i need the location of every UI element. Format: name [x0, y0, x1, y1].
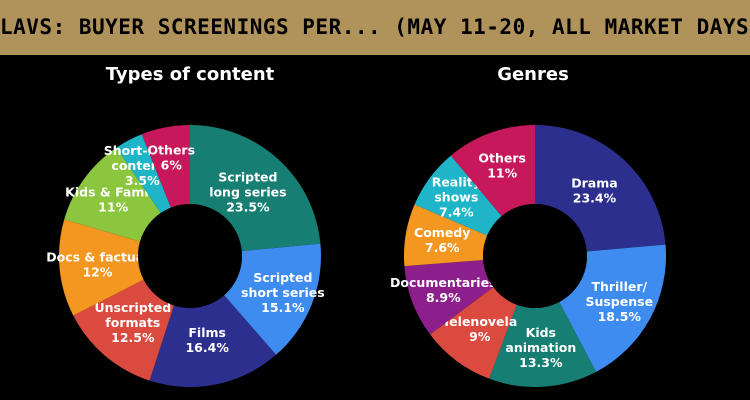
slice-unscripted-formats	[73, 279, 174, 381]
label-docs-factual: Docs & factual 12%	[46, 249, 148, 279]
slice-docs-factual	[59, 219, 144, 316]
label-thriller-suspense: Thriller/Suspense 18.5%	[585, 279, 653, 324]
label-scripted-long-series: Scripted long series 23.5%	[209, 169, 286, 214]
label-unscripted-formats: Unscripted formats 12.5%	[94, 300, 171, 345]
slice-kids-family	[64, 147, 161, 242]
slice-reality-shows	[414, 155, 502, 236]
donut-hole	[138, 204, 242, 308]
label-films: Films 16.4%	[185, 325, 229, 355]
slice-films	[149, 295, 277, 387]
slice-others	[141, 125, 190, 208]
slice-comedy	[404, 204, 488, 267]
label-kids-family: Kids & Family 11%	[65, 185, 161, 215]
label-comedy: Comedy 7.6%	[414, 225, 470, 255]
header-banner	[0, 0, 750, 55]
slice-kids-animation	[489, 302, 597, 387]
label-kids-animation: Kids animation 13.3%	[505, 325, 576, 370]
slice-others	[450, 125, 535, 217]
slice-telenovela	[430, 287, 517, 379]
page-title: LAVS: BUYER SCREENINGS PER... (MAY 11-20…	[0, 15, 750, 39]
label-scripted-short-series: Scripted short series 15.1%	[241, 270, 325, 315]
label-documentaries: Documentaries 8.9%	[390, 275, 496, 305]
label-others: Others 11%	[478, 150, 526, 180]
label-others: Others 6%	[147, 142, 195, 172]
donut-hole	[483, 204, 587, 308]
slice-documentaries	[404, 260, 494, 335]
chart-title-genres: Genres	[497, 64, 569, 85]
slice-scripted-short-series	[224, 243, 321, 355]
slice-short-form-contents	[116, 134, 171, 213]
label-drama: Drama 23.4%	[571, 176, 617, 206]
label-telenovela: Telenovela 9%	[442, 314, 517, 344]
slice-drama	[535, 125, 666, 252]
slice-thriller-suspense	[559, 244, 666, 372]
chart-title-types-of-content: Types of content	[105, 64, 275, 85]
slice-scripted-long-series	[190, 125, 321, 252]
label-reality-shows: Reality shows 7.4%	[432, 175, 481, 220]
